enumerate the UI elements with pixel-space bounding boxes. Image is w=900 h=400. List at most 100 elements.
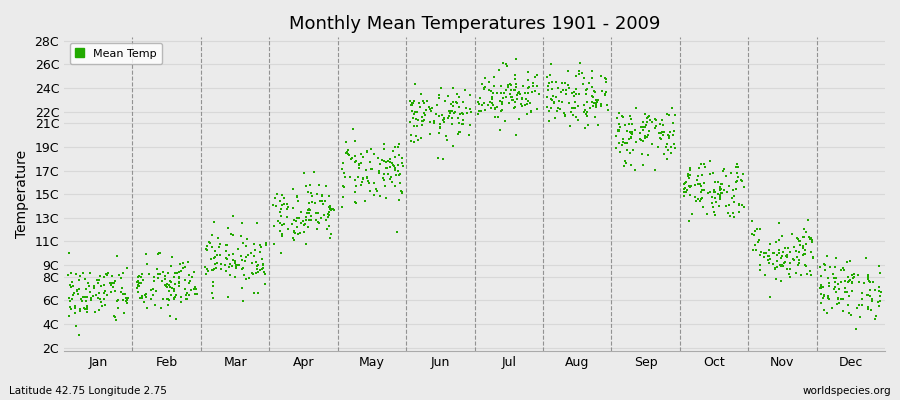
Point xyxy=(252,248,266,255)
Point xyxy=(719,173,733,179)
Point xyxy=(233,253,248,259)
Point xyxy=(354,182,368,188)
Point xyxy=(446,99,461,105)
Point xyxy=(775,252,789,259)
Point xyxy=(872,303,886,310)
Point xyxy=(109,317,123,323)
Point xyxy=(551,85,565,92)
Point xyxy=(678,180,692,186)
Point xyxy=(433,120,447,127)
Point xyxy=(731,174,745,181)
Point xyxy=(452,129,466,136)
Point xyxy=(860,292,875,298)
Point xyxy=(774,263,788,270)
Point xyxy=(594,100,608,107)
Point xyxy=(250,261,265,268)
Point xyxy=(557,110,572,117)
Point xyxy=(235,257,249,264)
Point xyxy=(854,290,868,297)
Point xyxy=(70,287,85,294)
Point xyxy=(231,246,246,252)
Point xyxy=(558,112,572,118)
Point xyxy=(138,292,152,298)
Point xyxy=(822,282,836,289)
Point xyxy=(553,106,567,112)
Point xyxy=(226,257,240,263)
Point xyxy=(663,143,678,150)
Point xyxy=(548,94,562,100)
Point xyxy=(93,296,107,302)
Point xyxy=(274,202,289,208)
Point xyxy=(301,210,315,217)
Point xyxy=(508,81,523,87)
Point xyxy=(654,130,669,136)
Point xyxy=(287,237,302,243)
Point xyxy=(440,93,454,100)
Point xyxy=(600,107,615,113)
Point xyxy=(442,113,456,120)
Point xyxy=(62,304,77,310)
Point xyxy=(482,79,496,85)
Point xyxy=(140,305,154,311)
Point xyxy=(730,160,744,167)
Point xyxy=(88,292,103,298)
Point xyxy=(408,109,422,115)
Point xyxy=(341,152,356,159)
Point xyxy=(374,157,389,164)
Point xyxy=(745,218,760,224)
Point xyxy=(84,294,98,301)
Point xyxy=(360,148,374,155)
Point xyxy=(852,314,867,320)
Point xyxy=(500,84,515,90)
Point xyxy=(178,292,193,298)
Point xyxy=(611,110,625,116)
Point xyxy=(160,283,175,290)
Point xyxy=(445,107,459,114)
Point xyxy=(208,261,222,267)
Point xyxy=(339,150,354,156)
Point xyxy=(100,272,114,278)
Point xyxy=(156,268,170,275)
Point xyxy=(276,201,291,208)
Point xyxy=(205,232,220,238)
Point xyxy=(861,292,876,298)
Point xyxy=(119,295,133,302)
Point xyxy=(500,61,514,67)
Point xyxy=(806,255,820,261)
Point xyxy=(562,123,577,130)
Point xyxy=(832,286,846,292)
Point xyxy=(428,111,443,117)
Point xyxy=(482,87,496,94)
Point xyxy=(761,253,776,259)
Point xyxy=(821,295,835,302)
Point xyxy=(598,76,613,82)
Point xyxy=(598,88,613,95)
Point xyxy=(274,233,289,239)
Point xyxy=(276,220,291,227)
Point xyxy=(591,96,606,103)
Point xyxy=(186,268,201,275)
Point xyxy=(79,306,94,312)
Point xyxy=(685,211,699,217)
Point xyxy=(657,151,671,157)
Point xyxy=(544,60,558,67)
Point xyxy=(611,127,625,133)
Point xyxy=(579,111,593,118)
Point xyxy=(120,300,134,306)
Point xyxy=(152,250,166,256)
Point xyxy=(172,269,186,276)
Point xyxy=(69,322,84,329)
Point xyxy=(482,102,496,108)
Point xyxy=(699,211,714,217)
Point xyxy=(735,177,750,184)
Point xyxy=(154,305,168,312)
Point xyxy=(450,90,464,97)
Point xyxy=(703,189,717,195)
Point xyxy=(771,250,786,256)
Point xyxy=(64,306,78,312)
Point xyxy=(258,271,273,277)
Point xyxy=(315,198,329,204)
Point xyxy=(418,112,432,118)
Point xyxy=(208,254,222,260)
Point xyxy=(163,283,177,290)
